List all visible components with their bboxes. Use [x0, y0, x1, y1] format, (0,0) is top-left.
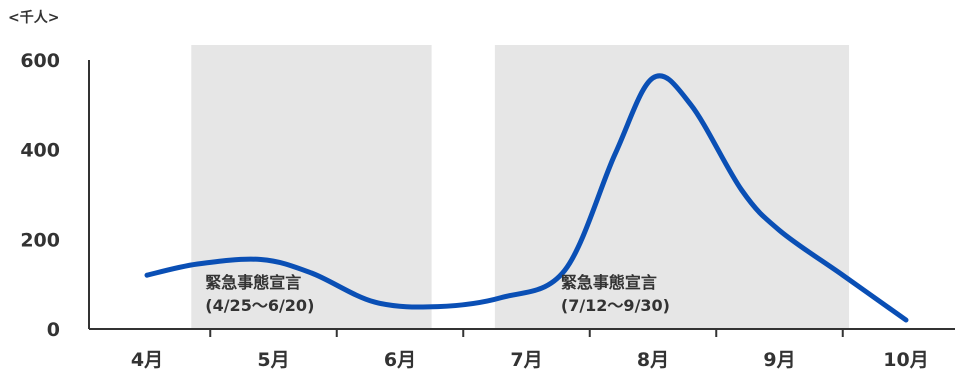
- x-tick-label: 7月: [510, 349, 542, 371]
- y-unit-label: <千人>: [8, 9, 59, 26]
- y-tick-label: 0: [47, 319, 60, 341]
- period-label-1: 緊急事態宣言: [205, 273, 301, 292]
- y-tick-label: 600: [20, 50, 60, 72]
- x-tick-label: 8月: [637, 349, 669, 371]
- y-tick-label: 200: [20, 229, 60, 251]
- x-tick-label: 5月: [257, 349, 289, 371]
- period-dates-1: (4/25〜6/20): [205, 296, 314, 315]
- tick-labels: <千人> 0 200 400 600 4月 5月 6月 7月 8月 9月 10月: [8, 9, 929, 371]
- period-label-2: 緊急事態宣言: [561, 273, 657, 292]
- x-tick-label: 6月: [384, 349, 416, 371]
- x-tick-label: 10月: [883, 349, 928, 371]
- period-annotations: 緊急事態宣言 (4/25〜6/20) 緊急事態宣言 (7/12〜9/30): [205, 273, 670, 315]
- series-line-1: [144, 73, 909, 323]
- axes: [88, 60, 955, 337]
- x-tick-label: 9月: [763, 349, 795, 371]
- shaded-period-1: [191, 45, 432, 329]
- period-dates-2: (7/12〜9/30): [561, 296, 670, 315]
- series-layer: [144, 73, 909, 323]
- y-tick-label: 400: [20, 140, 60, 162]
- x-tick-label: 4月: [131, 349, 163, 371]
